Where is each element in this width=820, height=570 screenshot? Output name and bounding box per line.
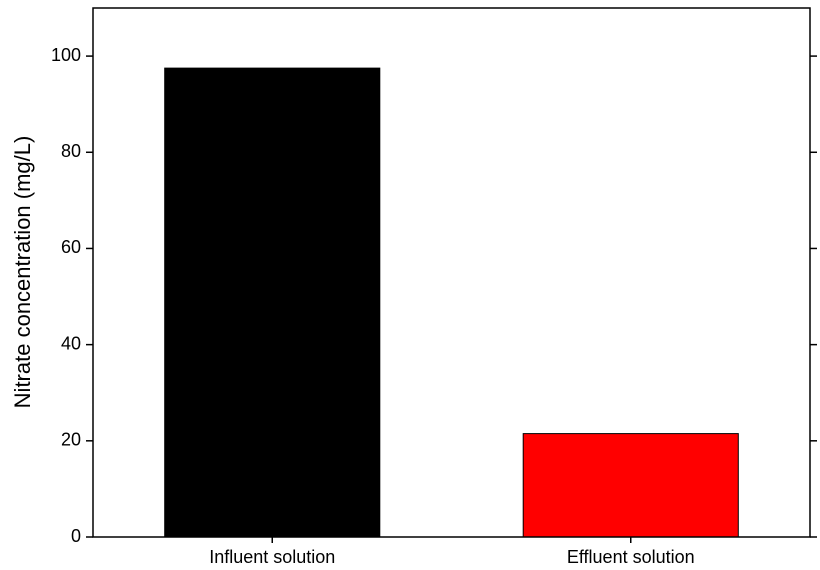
y-tick-label: 60 bbox=[61, 237, 81, 257]
x-tick-label: Effluent solution bbox=[567, 547, 695, 567]
bar bbox=[164, 67, 381, 538]
plot-frame bbox=[92, 7, 811, 538]
y-tick-label: 80 bbox=[61, 141, 81, 161]
y-tick-label: 0 bbox=[71, 526, 81, 546]
y-tick-label: 40 bbox=[61, 333, 81, 353]
y-tick-label: 20 bbox=[61, 430, 81, 450]
x-tick-label: Influent solution bbox=[209, 547, 335, 567]
y-tick-label: 100 bbox=[51, 45, 81, 65]
y-axis-label: Nitrate concentration (mg/L) bbox=[10, 136, 35, 409]
bar bbox=[522, 433, 739, 538]
